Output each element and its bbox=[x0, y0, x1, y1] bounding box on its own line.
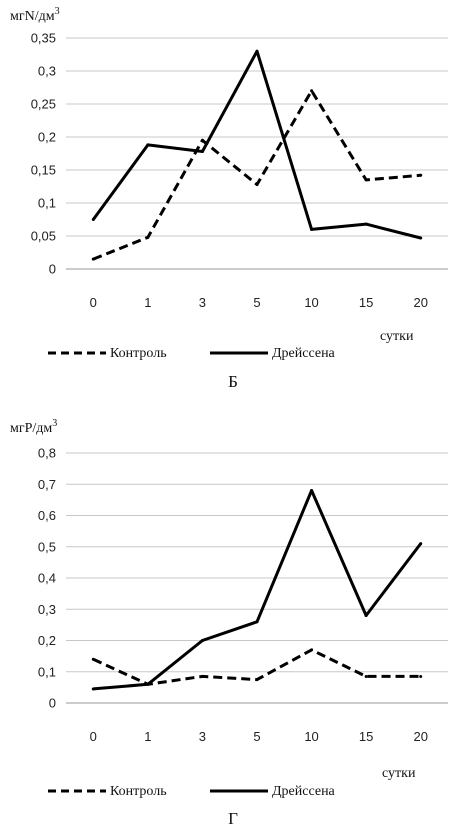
legend-label-control: Контроль bbox=[110, 784, 167, 799]
series-line-dreissena bbox=[92, 49, 422, 240]
panel-label: Б bbox=[228, 372, 238, 391]
y-tick-label: 0,3 bbox=[38, 602, 56, 617]
data-point-control bbox=[200, 674, 204, 678]
data-point-dreissena bbox=[310, 227, 314, 231]
x-tick-label: 15 bbox=[359, 295, 373, 310]
data-point-dreissena bbox=[255, 49, 259, 53]
series-line-dreissena bbox=[93, 489, 422, 691]
x-tick-label: 5 bbox=[253, 729, 260, 744]
legend: Контроль Дрейссена bbox=[48, 346, 336, 361]
y-tick-label: 0,3 bbox=[38, 64, 56, 79]
x-tick-label: 3 bbox=[199, 729, 206, 744]
data-point-dreissena bbox=[364, 614, 368, 617]
legend-label-dreissena: Дрейссена bbox=[272, 346, 336, 361]
data-point-control bbox=[419, 173, 423, 177]
x-tick-label: 20 bbox=[413, 729, 427, 744]
y-tick-label: 0,5 bbox=[38, 539, 56, 554]
y-tick-label: 0,6 bbox=[38, 508, 56, 523]
data-point-dreissena bbox=[364, 222, 368, 226]
x-tick-label: 1 bbox=[144, 295, 151, 310]
x-tick-label: 5 bbox=[253, 295, 260, 310]
y-tick-label: 0 bbox=[49, 262, 56, 277]
x-tick-label: 3 bbox=[199, 295, 206, 310]
data-point-control bbox=[310, 89, 314, 93]
data-point-dreissena bbox=[146, 143, 150, 147]
data-point-control bbox=[200, 138, 204, 142]
x-tick-label: 10 bbox=[304, 729, 318, 744]
y-tick-label: 0,7 bbox=[38, 477, 56, 492]
data-point-control bbox=[146, 235, 150, 239]
y-axis-label: мгN/дм3 bbox=[10, 6, 60, 24]
data-point-control bbox=[364, 674, 368, 678]
y-tick-label: 0,2 bbox=[38, 130, 56, 145]
legend-label-control: Контроль bbox=[110, 346, 167, 361]
data-point-control bbox=[91, 257, 95, 261]
x-tick-label: 0 bbox=[90, 729, 97, 744]
y-axis-label-text: мгP/дм bbox=[10, 421, 52, 436]
x-axis-label: сутки bbox=[380, 329, 414, 344]
x-tick-label: 0 bbox=[90, 295, 97, 310]
y-tick-label: 0,05 bbox=[31, 229, 56, 244]
y-tick-label: 0 bbox=[49, 696, 56, 711]
data-point-dreissena bbox=[91, 218, 95, 221]
data-point-control bbox=[310, 648, 314, 652]
y-tick-label: 0,8 bbox=[38, 446, 56, 461]
data-point-dreissena bbox=[419, 542, 423, 546]
y-axis-label-superscript: 3 bbox=[52, 418, 57, 429]
series-line-control bbox=[92, 89, 421, 261]
data-point-dreissena bbox=[91, 687, 95, 691]
data-point-control bbox=[255, 183, 259, 187]
legend: Контроль Дрейссена bbox=[48, 784, 336, 799]
x-tick-label: 10 bbox=[304, 295, 318, 310]
y-tick-label: 0,15 bbox=[31, 163, 56, 178]
x-tick-label: 15 bbox=[359, 729, 373, 744]
data-point-dreissena bbox=[255, 620, 259, 624]
data-point-dreissena bbox=[419, 236, 423, 240]
y-axis-label: мгP/дм3 bbox=[10, 418, 57, 436]
y-tick-label: 0,1 bbox=[38, 664, 56, 679]
y-axis-label-text: мгN/дм bbox=[10, 9, 55, 24]
data-point-control bbox=[91, 657, 95, 661]
y-tick-label: 0,2 bbox=[38, 633, 56, 648]
x-tick-label: 1 bbox=[144, 729, 151, 744]
x-tick-label: 20 bbox=[413, 295, 427, 310]
y-tick-label: 0,4 bbox=[38, 571, 56, 586]
y-tick-label: 0,1 bbox=[38, 196, 56, 211]
chart-panel-Б: 0 0,05 0,1 0,15 0,2 0,25 0,3 0,35 0 1 3 5 10 15 20 мгN/… bbox=[10, 6, 448, 391]
y-tick-label: 0,25 bbox=[31, 97, 56, 112]
x-axis-label: сутки bbox=[382, 766, 416, 781]
y-tick-label: 0,35 bbox=[31, 31, 56, 46]
data-point-control bbox=[364, 178, 368, 182]
y-axis-label-superscript: 3 bbox=[55, 6, 60, 17]
data-point-dreissena bbox=[200, 150, 204, 154]
data-point-dreissena bbox=[310, 489, 314, 492]
chart-panel-Г: 0 0,1 0,2 0,3 0,4 0,5 0,6 0,7 0,8 0 1 3 5 10 15 20 мгP/д… bbox=[10, 418, 448, 828]
data-point-control bbox=[419, 674, 423, 678]
panel-label: Г bbox=[228, 809, 238, 828]
legend-label-dreissena: Дрейссена bbox=[272, 784, 336, 799]
data-point-dreissena bbox=[200, 639, 204, 642]
data-point-dreissena bbox=[146, 682, 150, 686]
data-point-control bbox=[255, 678, 259, 682]
